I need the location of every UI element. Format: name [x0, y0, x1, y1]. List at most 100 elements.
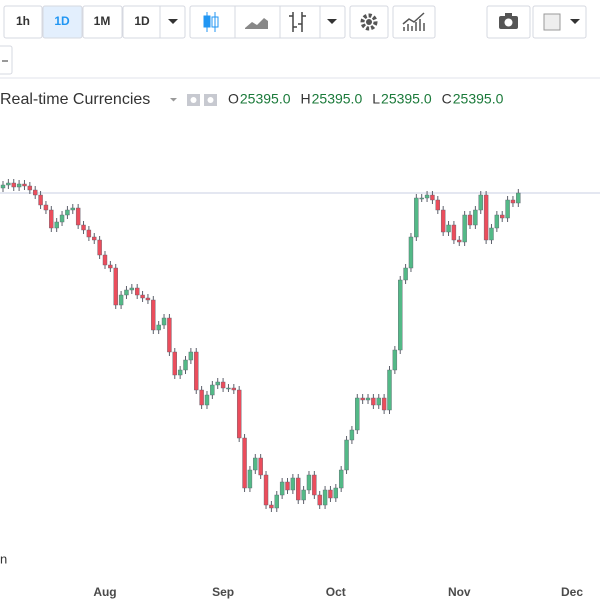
interval-button-active[interactable] — [42, 5, 83, 39]
interval-label: 1D — [134, 14, 150, 28]
candle-body — [156, 324, 161, 331]
candle-body — [344, 439, 349, 471]
candle-body — [59, 214, 65, 223]
title-arrow — [170, 98, 177, 102]
candle-body — [381, 397, 387, 411]
legend-icon-dot — [207, 97, 214, 103]
candles-icon — [203, 12, 219, 32]
candle-body — [33, 189, 38, 196]
candle-body — [183, 359, 188, 371]
candle-body — [473, 209, 478, 226]
candle-body — [317, 494, 322, 506]
interval-dropdown[interactable] — [122, 5, 186, 39]
candle-body — [387, 369, 392, 411]
candle-body — [124, 289, 129, 296]
gear-center — [366, 19, 372, 25]
candle-body — [188, 351, 194, 361]
candle-body — [462, 214, 467, 243]
indicators-icon — [402, 12, 425, 31]
candle-body — [494, 214, 500, 229]
side-button[interactable] — [0, 45, 13, 75]
candle-body — [510, 199, 516, 204]
ohlc-value: 25395.0 — [312, 91, 363, 107]
candle-body — [349, 429, 355, 441]
candle-body — [355, 397, 360, 431]
candle-body — [478, 194, 483, 211]
candle-body — [253, 457, 258, 471]
candle-body — [371, 397, 376, 406]
ohlc-letter: C — [442, 91, 452, 107]
candle-body — [263, 474, 269, 506]
candle-body — [16, 183, 22, 188]
candle-body — [38, 194, 43, 206]
candle-body — [97, 239, 102, 256]
candle-body — [430, 194, 435, 201]
candle-body — [215, 381, 220, 386]
candle-body — [306, 474, 312, 491]
candle-body — [118, 294, 124, 306]
candle-body — [301, 489, 306, 501]
candle-body — [457, 239, 462, 243]
candle-body — [279, 481, 285, 496]
candle-body — [483, 194, 489, 241]
ohlc-value: 25395.0 — [240, 91, 291, 107]
candle-body — [199, 389, 204, 406]
candle-body — [43, 204, 49, 211]
candle-body — [467, 214, 473, 226]
candle-body — [129, 287, 135, 291]
gear-icon — [360, 13, 378, 31]
candle-body — [338, 469, 344, 489]
bars-icon — [289, 12, 306, 32]
candle-body — [140, 294, 145, 299]
candle-body — [22, 183, 27, 187]
candle-body — [172, 351, 177, 376]
candle-body — [75, 207, 81, 226]
legend-icon-dot — [190, 97, 197, 103]
candle-body — [236, 389, 242, 439]
candle-body — [269, 504, 274, 509]
ohlc-letter: H — [301, 91, 311, 107]
candle-body — [167, 317, 172, 353]
candle-body — [102, 254, 108, 266]
candle-body — [489, 227, 494, 241]
candle-body — [247, 469, 253, 489]
candle-body — [54, 221, 59, 229]
candle-body — [403, 267, 408, 281]
candle-body — [408, 236, 414, 269]
dropdown-arrow — [327, 19, 337, 24]
interval-button[interactable] — [82, 5, 123, 39]
candle-body — [81, 224, 86, 231]
candle-body — [398, 279, 403, 351]
ohlc-value: 25395.0 — [453, 91, 504, 107]
candle-body — [414, 197, 419, 238]
candle-body — [108, 264, 113, 269]
candle-body — [161, 317, 167, 326]
candle-body — [365, 397, 371, 401]
candle-body — [360, 397, 365, 401]
ohlc-legend: O 25395.0 H 25395.0 L 25395.0 C 25395.0 — [228, 91, 504, 107]
candle-body — [376, 397, 381, 406]
candle-body — [333, 487, 339, 499]
candle-body — [328, 489, 333, 499]
candle-body — [446, 224, 451, 233]
candle-body — [242, 437, 247, 489]
candle-body — [0, 184, 6, 189]
candle-body — [419, 197, 424, 200]
ohlc-value: 25395.0 — [381, 91, 432, 107]
interval-button[interactable] — [3, 5, 43, 39]
candle-body — [322, 489, 328, 506]
dropdown-arrow — [570, 19, 580, 24]
candle-body — [516, 192, 521, 204]
ohlc-letter: O — [228, 91, 239, 107]
dropdown-arrow — [168, 19, 178, 24]
candle-body — [424, 194, 430, 199]
candle-body — [86, 229, 92, 238]
candle-body — [151, 299, 156, 331]
candle-body — [392, 349, 398, 371]
x-tick-label: Oct — [326, 585, 346, 599]
candle-body — [145, 297, 151, 301]
candle-body — [204, 394, 210, 406]
color-swatch — [543, 13, 561, 31]
x-tick-label: Nov — [448, 585, 471, 599]
